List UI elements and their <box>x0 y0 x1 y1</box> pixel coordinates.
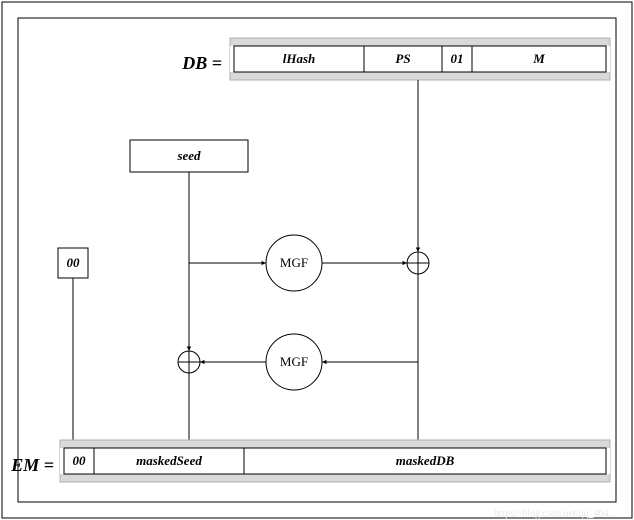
mgf-bottom: MGF <box>280 354 308 369</box>
svg-text:lHash: lHash <box>283 51 316 66</box>
svg-text:01: 01 <box>451 51 464 66</box>
svg-text:maskedDB: maskedDB <box>396 453 455 468</box>
em-label: EM = <box>10 455 54 475</box>
svg-text:00: 00 <box>67 255 81 270</box>
svg-text:M: M <box>532 51 545 66</box>
watermark: https://blog.csdn.net/qq_404... <box>495 508 616 519</box>
mgf-top: MGF <box>280 255 308 270</box>
svg-text:PS: PS <box>395 51 410 66</box>
oaep-diagram: lHash PS 01 M DB = seed 00 MGF MGF 00 maskedSeed ma… <box>0 0 634 520</box>
db-label: DB = <box>181 53 222 73</box>
svg-text:maskedSeed: maskedSeed <box>136 453 202 468</box>
svg-text:seed: seed <box>176 148 201 163</box>
svg-text:00: 00 <box>73 453 87 468</box>
